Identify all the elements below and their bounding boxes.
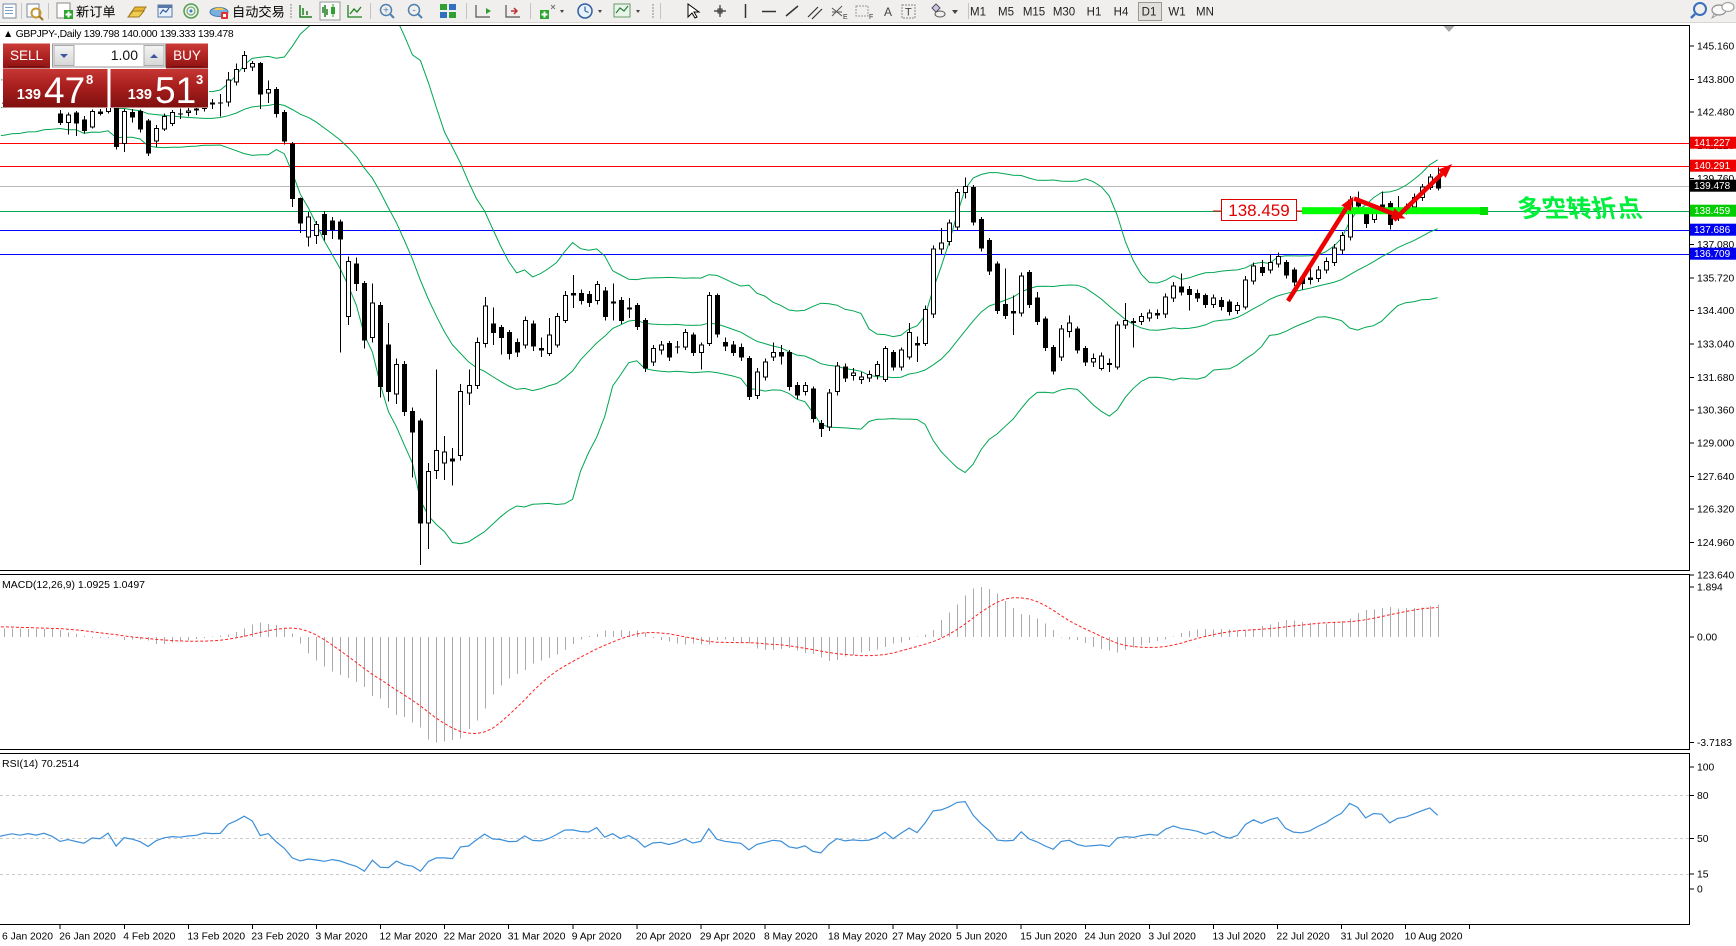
svg-text:133.040: 133.040	[1697, 339, 1734, 350]
svg-text:20 Apr 2020: 20 Apr 2020	[636, 932, 692, 943]
svg-text:13 Jul 2020: 13 Jul 2020	[1212, 932, 1266, 943]
svg-text:13 Feb 2020: 13 Feb 2020	[187, 932, 245, 943]
svg-text:127.640: 127.640	[1697, 472, 1734, 483]
svg-text:138.459: 138.459	[1228, 201, 1289, 220]
svg-text:137.080: 137.080	[1697, 240, 1734, 251]
svg-text:18 May 2020: 18 May 2020	[828, 932, 888, 943]
svg-text:137.686: 137.686	[1694, 225, 1731, 236]
svg-text:BUY: BUY	[173, 48, 201, 63]
svg-text:140.291: 140.291	[1694, 161, 1731, 172]
svg-text:129.000: 129.000	[1697, 439, 1734, 450]
svg-text:136.709: 136.709	[1694, 249, 1731, 260]
svg-text:8: 8	[86, 72, 93, 87]
svg-text:6 Jan 2020: 6 Jan 2020	[2, 932, 53, 943]
svg-text:31 Mar 2020: 31 Mar 2020	[508, 932, 566, 943]
svg-text:M5: M5	[998, 7, 1014, 19]
svg-text:T: T	[905, 7, 912, 19]
svg-text:▲ GBPJPY-,Daily 139.798 140.0: ▲ GBPJPY-,Daily 139.798 140.000 139.333 …	[3, 29, 234, 40]
svg-text:124.960: 124.960	[1697, 538, 1734, 549]
svg-text:RSI(14) 70.2514: RSI(14) 70.2514	[2, 758, 79, 770]
svg-text:142.480: 142.480	[1697, 107, 1734, 118]
svg-text:-: -	[412, 6, 415, 17]
svg-text:22 Jul 2020: 22 Jul 2020	[1277, 932, 1331, 943]
svg-text:D1: D1	[1142, 7, 1157, 19]
svg-text:SELL: SELL	[10, 48, 44, 63]
svg-text:3: 3	[196, 72, 203, 87]
svg-text:12 Mar 2020: 12 Mar 2020	[380, 932, 438, 943]
svg-text:MN: MN	[1196, 7, 1214, 19]
svg-text:H1: H1	[1087, 7, 1102, 19]
svg-text:47: 47	[44, 70, 85, 111]
svg-text:0: 0	[1697, 885, 1703, 896]
svg-text:15 Jun 2020: 15 Jun 2020	[1020, 932, 1077, 943]
svg-text:1.00: 1.00	[111, 47, 138, 63]
svg-text:138.459: 138.459	[1694, 206, 1731, 217]
svg-text:15: 15	[1697, 869, 1709, 880]
svg-text:100: 100	[1697, 762, 1714, 773]
svg-text:143.800: 143.800	[1697, 75, 1734, 86]
svg-text:4 Feb 2020: 4 Feb 2020	[123, 932, 175, 943]
svg-text:22 Mar 2020: 22 Mar 2020	[444, 932, 502, 943]
svg-text:-3.7183: -3.7183	[1697, 738, 1732, 749]
svg-text:29 Apr 2020: 29 Apr 2020	[700, 932, 756, 943]
svg-text:3 Mar 2020: 3 Mar 2020	[315, 932, 367, 943]
svg-text:5 Jun 2020: 5 Jun 2020	[956, 932, 1007, 943]
svg-text:10 Aug 2020: 10 Aug 2020	[1405, 932, 1463, 943]
svg-text:51: 51	[155, 70, 196, 111]
svg-text:126.320: 126.320	[1697, 505, 1734, 516]
svg-text:A: A	[884, 5, 892, 19]
svg-text:27 May 2020: 27 May 2020	[892, 932, 952, 943]
svg-text:123.640: 123.640	[1697, 570, 1734, 581]
svg-text:M15: M15	[1023, 7, 1045, 19]
svg-text:H4: H4	[1114, 7, 1129, 19]
svg-text:+: +	[383, 6, 389, 17]
svg-text:50: 50	[1697, 834, 1709, 845]
svg-text:MACD(12,26,9) 1.0925 1.0497: MACD(12,26,9) 1.0925 1.0497	[2, 579, 145, 591]
svg-text:0.00: 0.00	[1697, 633, 1717, 644]
svg-text:M1: M1	[970, 7, 986, 19]
svg-text:134.400: 134.400	[1697, 306, 1734, 317]
svg-text:139: 139	[17, 87, 41, 103]
svg-text:E: E	[843, 14, 848, 21]
svg-text:139.478: 139.478	[1694, 181, 1731, 192]
svg-text:M30: M30	[1053, 7, 1075, 19]
svg-text:8 May 2020: 8 May 2020	[764, 932, 818, 943]
svg-text:139: 139	[128, 87, 152, 103]
svg-text:1.894: 1.894	[1697, 583, 1723, 594]
svg-text:31 Jul 2020: 31 Jul 2020	[1341, 932, 1395, 943]
svg-text:130.360: 130.360	[1697, 405, 1734, 416]
svg-text:3 Jul 2020: 3 Jul 2020	[1148, 932, 1196, 943]
svg-text:W1: W1	[1168, 7, 1185, 19]
svg-text:F: F	[869, 14, 873, 21]
svg-text:26 Jan 2020: 26 Jan 2020	[59, 932, 116, 943]
svg-text:24 Jun 2020: 24 Jun 2020	[1084, 932, 1141, 943]
svg-text:80: 80	[1697, 791, 1709, 802]
svg-text:23 Feb 2020: 23 Feb 2020	[251, 932, 309, 943]
svg-text:131.680: 131.680	[1697, 373, 1734, 384]
svg-text:145.160: 145.160	[1697, 42, 1734, 53]
svg-text:135.720: 135.720	[1697, 274, 1734, 285]
svg-text:9 Apr 2020: 9 Apr 2020	[572, 932, 622, 943]
svg-text:141.227: 141.227	[1694, 138, 1731, 149]
